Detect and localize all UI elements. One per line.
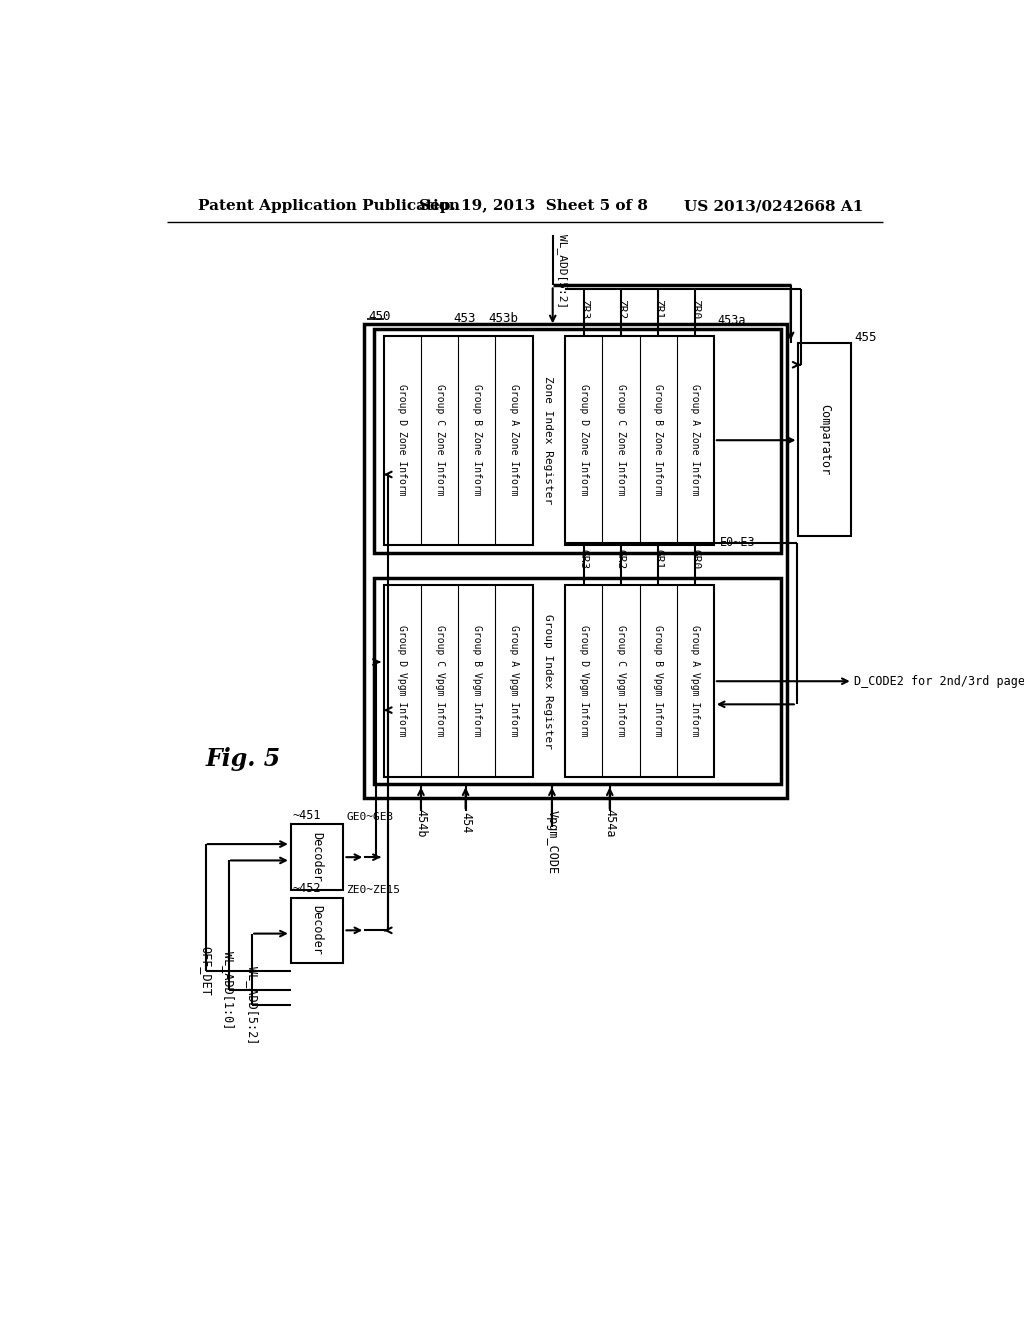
- Text: US 2013/0242668 A1: US 2013/0242668 A1: [684, 199, 864, 213]
- Text: Group D Vpgm Inform: Group D Vpgm Inform: [397, 626, 408, 737]
- Text: D_CODE2 for 2nd/3rd pages: D_CODE2 for 2nd/3rd pages: [854, 675, 1024, 688]
- Text: Group A Vpgm Inform: Group A Vpgm Inform: [509, 626, 519, 737]
- Text: Group C Vpgm Inform: Group C Vpgm Inform: [615, 626, 626, 737]
- Text: 450: 450: [369, 310, 391, 323]
- Text: Decoder: Decoder: [310, 832, 324, 882]
- Text: 454a: 454a: [603, 809, 616, 837]
- Text: Group Index Register: Group Index Register: [543, 614, 553, 748]
- Bar: [384, 585, 532, 777]
- Text: 453a: 453a: [718, 314, 746, 326]
- Text: 453: 453: [454, 312, 476, 325]
- Text: Patent Application Publication: Patent Application Publication: [198, 199, 460, 213]
- Text: Group B Zone Inform: Group B Zone Inform: [653, 384, 664, 496]
- Bar: [384, 335, 532, 545]
- Text: ZR1: ZR1: [653, 300, 664, 319]
- Text: Group D Vpgm Inform: Group D Vpgm Inform: [579, 626, 589, 737]
- Text: Group A Zone Inform: Group A Zone Inform: [690, 384, 700, 496]
- Text: 455: 455: [854, 330, 877, 343]
- Bar: [565, 335, 714, 545]
- Text: 454b: 454b: [415, 809, 427, 837]
- Text: Vpgm_CODE: Vpgm_CODE: [546, 810, 558, 874]
- Text: Group B Zone Inform: Group B Zone Inform: [472, 384, 481, 496]
- Text: E0~E3: E0~E3: [720, 536, 756, 549]
- Text: Group C Zone Inform: Group C Zone Inform: [615, 384, 626, 496]
- Text: GR3: GR3: [579, 549, 589, 569]
- Text: Decoder: Decoder: [310, 906, 324, 956]
- Text: Group B Vpgm Inform: Group B Vpgm Inform: [472, 626, 481, 737]
- Text: 453b: 453b: [488, 312, 518, 325]
- Text: Sep. 19, 2013  Sheet 5 of 8: Sep. 19, 2013 Sheet 5 of 8: [419, 199, 647, 213]
- Text: Fig. 5: Fig. 5: [205, 747, 281, 771]
- Text: Group C Zone Inform: Group C Zone Inform: [434, 384, 444, 496]
- Bar: [565, 585, 714, 777]
- Text: WL_ADD[1:0]: WL_ADD[1:0]: [222, 950, 236, 1030]
- Text: Group D Zone Inform: Group D Zone Inform: [579, 384, 589, 496]
- Text: 454: 454: [459, 812, 472, 834]
- Text: ~451: ~451: [292, 809, 321, 822]
- Text: Group A Vpgm Inform: Group A Vpgm Inform: [690, 626, 700, 737]
- Text: Zone Index Register: Zone Index Register: [543, 376, 553, 504]
- Text: WL_ADD[5:2]: WL_ADD[5:2]: [246, 966, 258, 1044]
- Text: WL_ADD[5:2]: WL_ADD[5:2]: [557, 235, 568, 309]
- Text: ZE0~ZE15: ZE0~ZE15: [346, 884, 400, 895]
- Text: Group C Vpgm Inform: Group C Vpgm Inform: [434, 626, 444, 737]
- Text: Group A Zone Inform: Group A Zone Inform: [509, 384, 519, 496]
- Text: ZR0: ZR0: [690, 300, 700, 319]
- Bar: [291, 898, 343, 964]
- Text: ZR2: ZR2: [615, 300, 626, 319]
- Text: GR0: GR0: [690, 549, 700, 569]
- Bar: [375, 330, 781, 553]
- Text: OFF_DET: OFF_DET: [199, 946, 212, 995]
- Text: GR2: GR2: [615, 549, 626, 569]
- Bar: [799, 343, 851, 536]
- Text: Group B Vpgm Inform: Group B Vpgm Inform: [653, 626, 664, 737]
- Bar: [375, 578, 781, 784]
- Bar: [291, 825, 343, 890]
- Text: GE0~GE3: GE0~GE3: [346, 812, 394, 822]
- Text: Comparator: Comparator: [818, 404, 831, 475]
- Text: ~452: ~452: [292, 882, 321, 895]
- Text: ZR3: ZR3: [579, 300, 589, 319]
- Text: Group D Zone Inform: Group D Zone Inform: [397, 384, 408, 496]
- Text: GR1: GR1: [653, 549, 664, 569]
- Bar: [365, 323, 786, 797]
